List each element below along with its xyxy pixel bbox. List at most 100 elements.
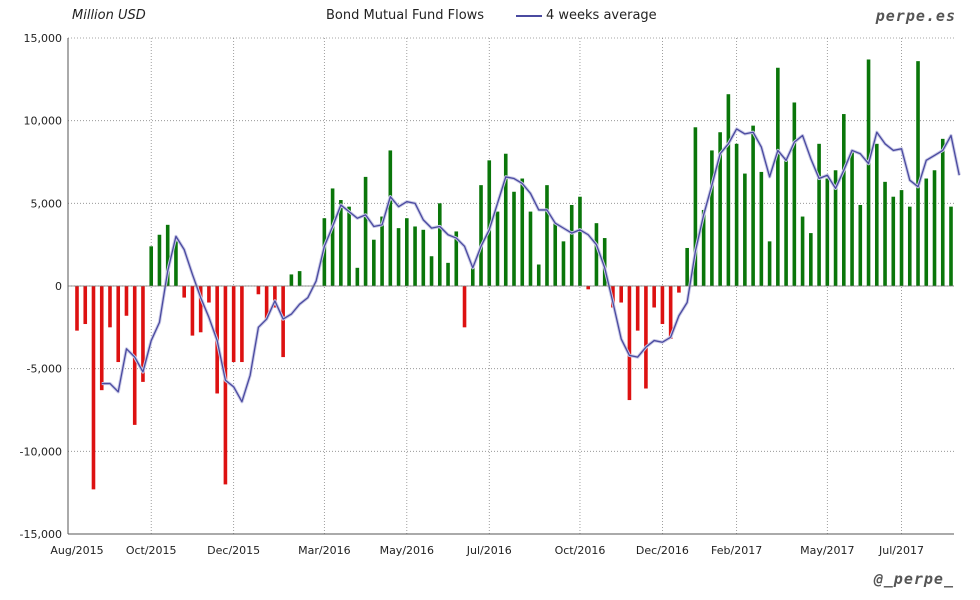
flow-bar xyxy=(842,114,846,286)
flow-bar xyxy=(429,256,434,286)
flow-bar xyxy=(297,271,302,286)
y-tick-label: 10,000 xyxy=(24,115,63,128)
flow-bar xyxy=(99,286,104,391)
flow-bar xyxy=(495,211,500,286)
flow-bar xyxy=(759,171,764,286)
legend-label: 4 weeks average xyxy=(546,8,657,23)
y-tick-label: 0 xyxy=(55,280,62,293)
flow-bar xyxy=(710,150,714,286)
flow-bar xyxy=(833,170,838,286)
flow-bar xyxy=(380,216,384,286)
flow-bar xyxy=(784,157,788,286)
x-tick-label: Aug/2015 xyxy=(50,544,103,557)
flow-bar xyxy=(512,191,516,286)
flow-bar xyxy=(470,267,475,286)
x-tick-label: Jul/2016 xyxy=(466,544,512,557)
flow-bar xyxy=(281,286,285,358)
flow-bar xyxy=(569,204,574,286)
average-line-path xyxy=(101,128,960,403)
flow-bar xyxy=(578,196,582,286)
average-line xyxy=(101,127,961,404)
flow-bar xyxy=(198,286,203,333)
flow-bar xyxy=(174,241,178,286)
flow-bar xyxy=(240,286,244,363)
flow-bar xyxy=(141,286,145,382)
x-tick-label: Jul/2017 xyxy=(878,544,924,557)
flow-bar xyxy=(792,102,797,286)
flow-bar xyxy=(347,206,351,286)
flow-bar xyxy=(693,127,698,286)
flow-bar xyxy=(635,286,640,331)
flow-bar xyxy=(520,178,525,286)
flow-bar xyxy=(190,286,195,336)
flow-bar xyxy=(652,286,656,308)
handle-label: @_perpe_ xyxy=(873,570,954,588)
x-tick-label: Oct/2016 xyxy=(555,544,606,557)
flow-bar xyxy=(850,150,854,286)
x-tick-label: Dec/2015 xyxy=(207,544,260,557)
flow-bar xyxy=(446,262,450,286)
x-tick-label: May/2016 xyxy=(380,544,434,557)
flow-bar xyxy=(800,216,805,286)
flow-bar xyxy=(660,286,665,325)
flow-bar xyxy=(776,67,780,286)
flow-bar xyxy=(677,286,681,293)
flow-bar xyxy=(627,286,632,401)
flow-bar xyxy=(330,188,335,286)
flow-bar xyxy=(668,286,673,339)
flow-bar xyxy=(182,286,186,298)
flow-bar xyxy=(545,185,549,286)
flow-bar xyxy=(437,203,442,286)
flow-bar xyxy=(561,241,566,286)
x-tick-labels: Aug/2015 Oct/2015 Dec/2015 Mar/2016 May/2016… xyxy=(50,544,924,557)
flow-bar xyxy=(809,233,813,286)
x-tick-label: May/2017 xyxy=(800,544,854,557)
flow-bar xyxy=(619,286,623,303)
flow-bar xyxy=(91,286,96,490)
flow-bar xyxy=(726,94,731,287)
axes xyxy=(67,38,954,535)
flow-bar xyxy=(767,241,772,286)
flow-bar xyxy=(817,143,821,286)
flow-bar xyxy=(289,274,294,286)
flow-bar xyxy=(264,286,269,320)
flow-bar xyxy=(388,150,393,286)
flow-bar xyxy=(363,176,368,286)
flow-bar xyxy=(883,181,887,286)
flow-bar xyxy=(718,132,722,286)
flow-bar xyxy=(602,238,607,286)
flow-bar xyxy=(907,206,912,286)
flow-bar xyxy=(874,143,879,286)
x-tick-label: Feb/2017 xyxy=(711,544,762,557)
flow-bar xyxy=(940,138,945,286)
flow-bar xyxy=(743,173,747,286)
flow-bar xyxy=(644,286,648,389)
brand-label: perpe.es xyxy=(875,7,956,25)
flow-bar xyxy=(751,125,755,286)
x-tick-label: Dec/2016 xyxy=(636,544,689,557)
flow-bar xyxy=(108,286,112,328)
flow-bar xyxy=(553,223,558,286)
flow-bar xyxy=(487,160,492,286)
flow-bar xyxy=(231,286,236,363)
flow-bar xyxy=(421,229,426,286)
flow-bar xyxy=(83,286,88,325)
chart-title: Bond Mutual Fund Flows xyxy=(326,8,485,23)
flow-bar xyxy=(528,211,533,286)
y-tick-labels: -15,000 -10,000 -5,000 0 5,000 10,000 15,000 xyxy=(20,32,62,541)
flow-bar xyxy=(396,228,401,286)
flow-bar xyxy=(949,206,953,286)
flow-bar xyxy=(891,196,896,286)
flow-bar xyxy=(273,286,277,308)
flow-bar xyxy=(116,286,121,363)
flow-bar xyxy=(462,286,467,328)
flow-bar xyxy=(685,247,689,286)
legend-line-swatch xyxy=(516,14,542,17)
flow-bar xyxy=(75,286,79,331)
x-tick-label: Oct/2015 xyxy=(126,544,177,557)
flow-bar xyxy=(124,286,129,316)
flow-bar xyxy=(536,264,541,286)
flow-bar xyxy=(825,178,830,286)
flow-bar xyxy=(503,153,508,286)
